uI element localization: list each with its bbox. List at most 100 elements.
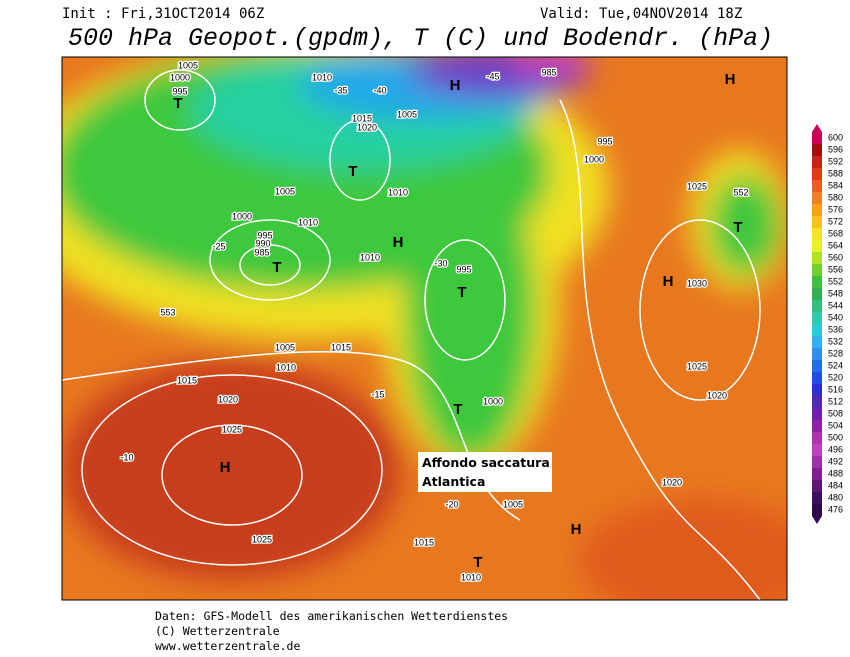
colorbar-swatch <box>812 276 822 288</box>
colorbar-label: 536 <box>828 324 843 334</box>
contour-label: 1000 <box>584 154 604 164</box>
colorbar-swatch <box>812 168 822 180</box>
colorbar-swatch <box>812 444 822 456</box>
colorbar-label: 600 <box>828 132 843 142</box>
contour-label: 1015 <box>177 375 197 385</box>
colorbar-label: 492 <box>828 456 843 466</box>
colorbar-swatch <box>812 396 822 408</box>
contour-label: 1010 <box>312 72 332 82</box>
colorbar-label: 520 <box>828 372 843 382</box>
colorbar-label: 508 <box>828 408 843 418</box>
colorbar-cap <box>812 516 822 524</box>
colorbar-label: 556 <box>828 264 843 274</box>
colorbar-swatch <box>812 192 822 204</box>
init-time: Init : Fri,31OCT2014 06Z <box>62 6 264 22</box>
map-frame <box>61 56 788 601</box>
colorbar-swatch <box>812 420 822 432</box>
pressure-center: H <box>725 71 736 88</box>
contour-label: 1015 <box>414 537 434 547</box>
annotation-box <box>418 452 552 492</box>
colorbar-swatch <box>812 228 822 240</box>
colorbar-swatch <box>812 240 822 252</box>
colorbar-swatch <box>812 204 822 216</box>
colorbar-label: 500 <box>828 432 843 442</box>
contour-label: 995 <box>456 264 471 274</box>
contour-label: 1010 <box>360 252 380 262</box>
colorbar-swatch <box>812 456 822 468</box>
colorbar-swatch <box>812 180 822 192</box>
colorbar-swatch <box>812 300 822 312</box>
contour-label: -40 <box>373 85 386 95</box>
contour-label: -45 <box>486 71 499 81</box>
colorbar-swatch <box>812 144 822 156</box>
colorbar-swatch <box>812 312 822 324</box>
pressure-center: T <box>272 259 281 276</box>
annotation: Affondo saccatura <box>422 455 550 470</box>
colorbar-label: 552 <box>828 276 843 286</box>
pressure-center: H <box>450 77 461 94</box>
contour-label: 1010 <box>461 572 481 582</box>
colorbar-label: 548 <box>828 288 843 298</box>
contour-label: 1010 <box>276 362 296 372</box>
footer: (C) Wetterzentrale <box>155 624 280 638</box>
contour-label: -30 <box>434 258 447 268</box>
colorbar-label: 532 <box>828 336 843 346</box>
colorbar-label: 592 <box>828 156 843 166</box>
colorbar-label: 504 <box>828 420 843 430</box>
contour-label: 552 <box>733 187 748 197</box>
colorbar-swatch <box>812 360 822 372</box>
colorbar-swatch <box>812 408 822 420</box>
contour-label: 1020 <box>218 394 238 404</box>
colorbar-label: 496 <box>828 444 843 454</box>
footer: www.wetterzentrale.de <box>155 639 300 653</box>
pressure-center: T <box>453 401 462 418</box>
colorbar-swatch <box>812 156 822 168</box>
colorbar-label: 572 <box>828 216 843 226</box>
colorbar-label: 596 <box>828 144 843 154</box>
colorbar-cap <box>812 124 822 132</box>
colorbar-swatch <box>812 336 822 348</box>
colorbar-swatch <box>812 432 822 444</box>
colorbar-label: 588 <box>828 168 843 178</box>
contour-label: 553 <box>160 307 175 317</box>
footer: Daten: GFS-Modell des amerikanischen Wet… <box>155 609 508 623</box>
colorbar-swatch <box>812 216 822 228</box>
colorbar-swatch <box>812 372 822 384</box>
contour-label: 1020 <box>707 390 727 400</box>
isobars <box>62 69 761 600</box>
pressure-center: T <box>473 554 482 571</box>
contour-label: 1025 <box>222 424 242 434</box>
contour-label: 1000 <box>232 211 252 221</box>
contour-label: 1005 <box>178 60 198 70</box>
colorbar-swatch <box>812 252 822 264</box>
map-title: 500 hPa Geopot.(gpdm), T (C) und Bodendr… <box>68 24 773 53</box>
contour-label: -35 <box>334 85 347 95</box>
colorbar-label: 580 <box>828 192 843 202</box>
colorbar-label: 484 <box>828 480 843 490</box>
contour-label: 1025 <box>252 534 272 544</box>
contour-label: 1010 <box>388 187 408 197</box>
colorbar-label: 564 <box>828 240 843 250</box>
colorbar-swatch <box>812 288 822 300</box>
contour-label: 995 <box>257 230 272 240</box>
contour-label: -25 <box>212 241 225 251</box>
colorbar-swatch <box>812 504 822 516</box>
contour-label: 990 <box>255 238 270 248</box>
colorbar-label: 476 <box>828 504 843 514</box>
contour-label: 1025 <box>687 361 707 371</box>
contour-label: 1000 <box>170 72 190 82</box>
pressure-center: T <box>173 95 182 112</box>
contour-label: 1020 <box>357 122 377 132</box>
contour-label: 1025 <box>687 181 707 191</box>
colorbar-label: 544 <box>828 300 843 310</box>
pressure-center: T <box>733 219 742 236</box>
contour-label: 1015 <box>331 342 351 352</box>
map <box>62 57 787 600</box>
colorbar-swatch <box>812 132 822 144</box>
colorbar-swatch <box>812 348 822 360</box>
contour-label: 1005 <box>397 109 417 119</box>
contour-label: -20 <box>445 499 458 509</box>
pressure-center: H <box>663 273 674 290</box>
annotation: Atlantica <box>422 474 485 489</box>
